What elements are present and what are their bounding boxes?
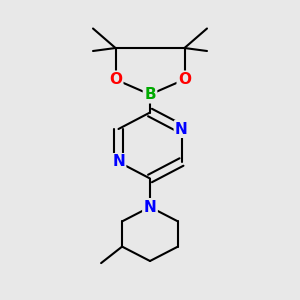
- Text: O: O: [178, 72, 191, 87]
- Text: N: N: [144, 200, 156, 214]
- Text: B: B: [144, 87, 156, 102]
- Text: N: N: [112, 154, 125, 169]
- Text: N: N: [175, 122, 188, 136]
- Text: O: O: [109, 72, 122, 87]
